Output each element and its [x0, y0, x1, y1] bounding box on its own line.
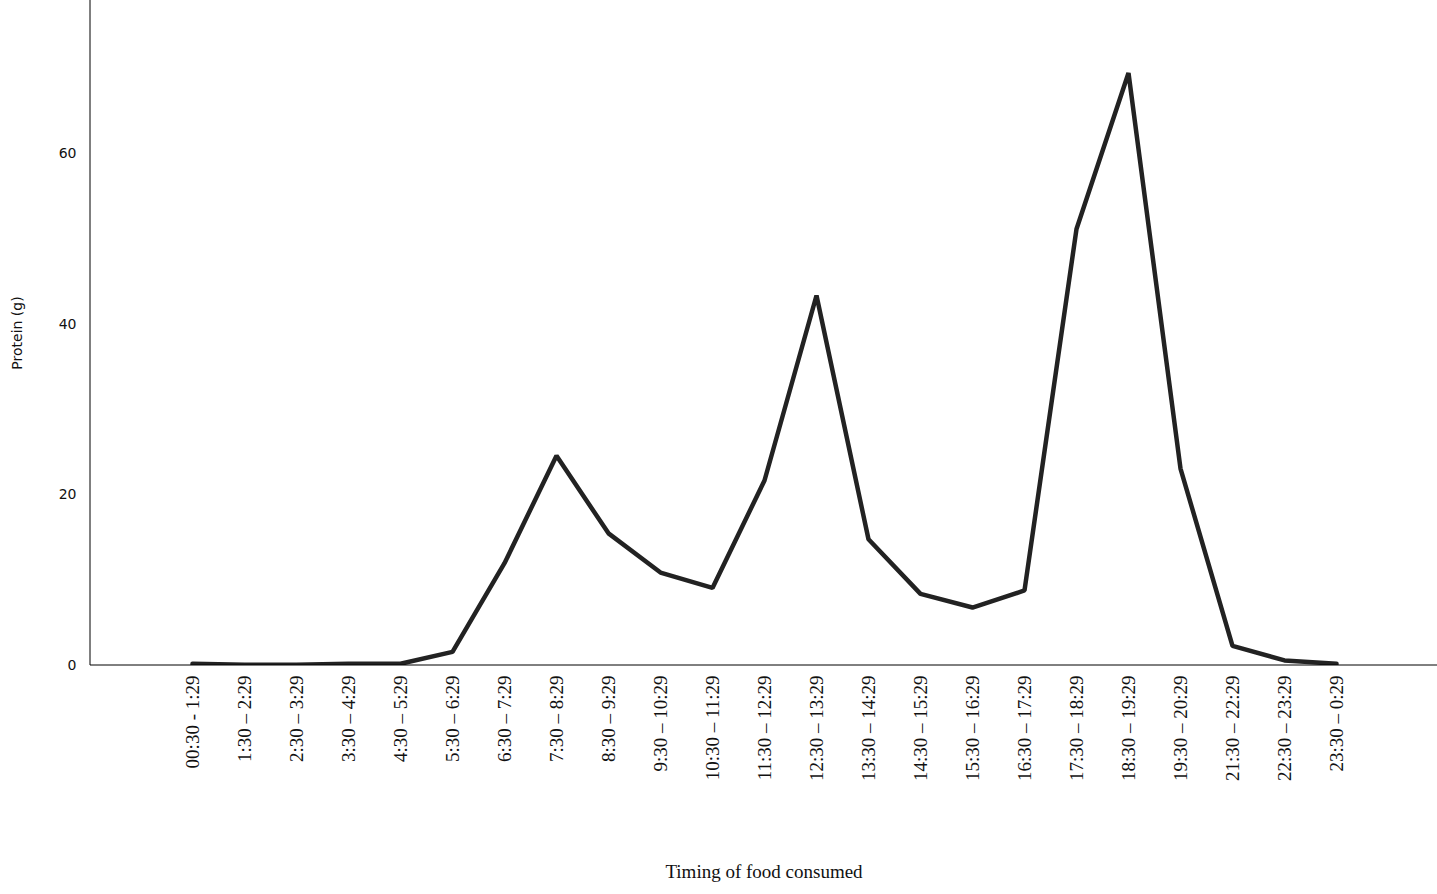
svg-text:16:30 – 17:29: 16:30 – 17:29 [1014, 676, 1035, 782]
svg-text:0: 0 [68, 657, 77, 673]
svg-text:21:30 – 22:29: 21:30 – 22:29 [1222, 676, 1243, 782]
svg-text:4:30 – 5:29: 4:30 – 5:29 [390, 676, 411, 763]
svg-text:Timing of food consumed: Timing of food consumed [665, 861, 863, 882]
svg-text:8:30 – 9:29: 8:30 – 9:29 [598, 676, 619, 763]
svg-text:11:30 – 12:29: 11:30 – 12:29 [754, 676, 775, 781]
svg-text:15:30 – 16:29: 15:30 – 16:29 [962, 676, 983, 782]
svg-text:14:30 – 15:29: 14:30 – 15:29 [910, 676, 931, 782]
svg-text:2:30 – 3:29: 2:30 – 3:29 [286, 676, 307, 763]
svg-text:19:30 – 20:29: 19:30 – 20:29 [1170, 676, 1191, 782]
svg-text:6:30 – 7:29: 6:30 – 7:29 [494, 676, 515, 763]
svg-text:13:30 – 14:29: 13:30 – 14:29 [858, 676, 879, 782]
svg-text:23:30 – 0:29: 23:30 – 0:29 [1326, 676, 1347, 772]
svg-text:12:30 – 13:29: 12:30 – 13:29 [806, 676, 827, 782]
svg-text:60: 60 [59, 145, 77, 161]
svg-text:10:30 – 11:29: 10:30 – 11:29 [702, 676, 723, 781]
svg-text:20: 20 [59, 486, 77, 502]
svg-text:18:30 – 19:29: 18:30 – 19:29 [1118, 676, 1139, 782]
svg-text:3:30 – 4:29: 3:30 – 4:29 [338, 676, 359, 763]
svg-text:Protein (g): Protein (g) [9, 296, 25, 369]
svg-text:5:30 – 6:29: 5:30 – 6:29 [442, 676, 463, 763]
svg-text:1:30 – 2:29: 1:30 – 2:29 [234, 676, 255, 763]
svg-text:7:30 – 8:29: 7:30 – 8:29 [546, 676, 567, 763]
svg-text:40: 40 [59, 316, 77, 332]
svg-text:00:30 - 1:29: 00:30 - 1:29 [182, 676, 203, 769]
svg-text:9:30 – 10:29: 9:30 – 10:29 [650, 676, 671, 772]
svg-text:17:30 – 18:29: 17:30 – 18:29 [1066, 676, 1087, 782]
svg-text:22:30 – 23:29: 22:30 – 23:29 [1274, 676, 1295, 782]
